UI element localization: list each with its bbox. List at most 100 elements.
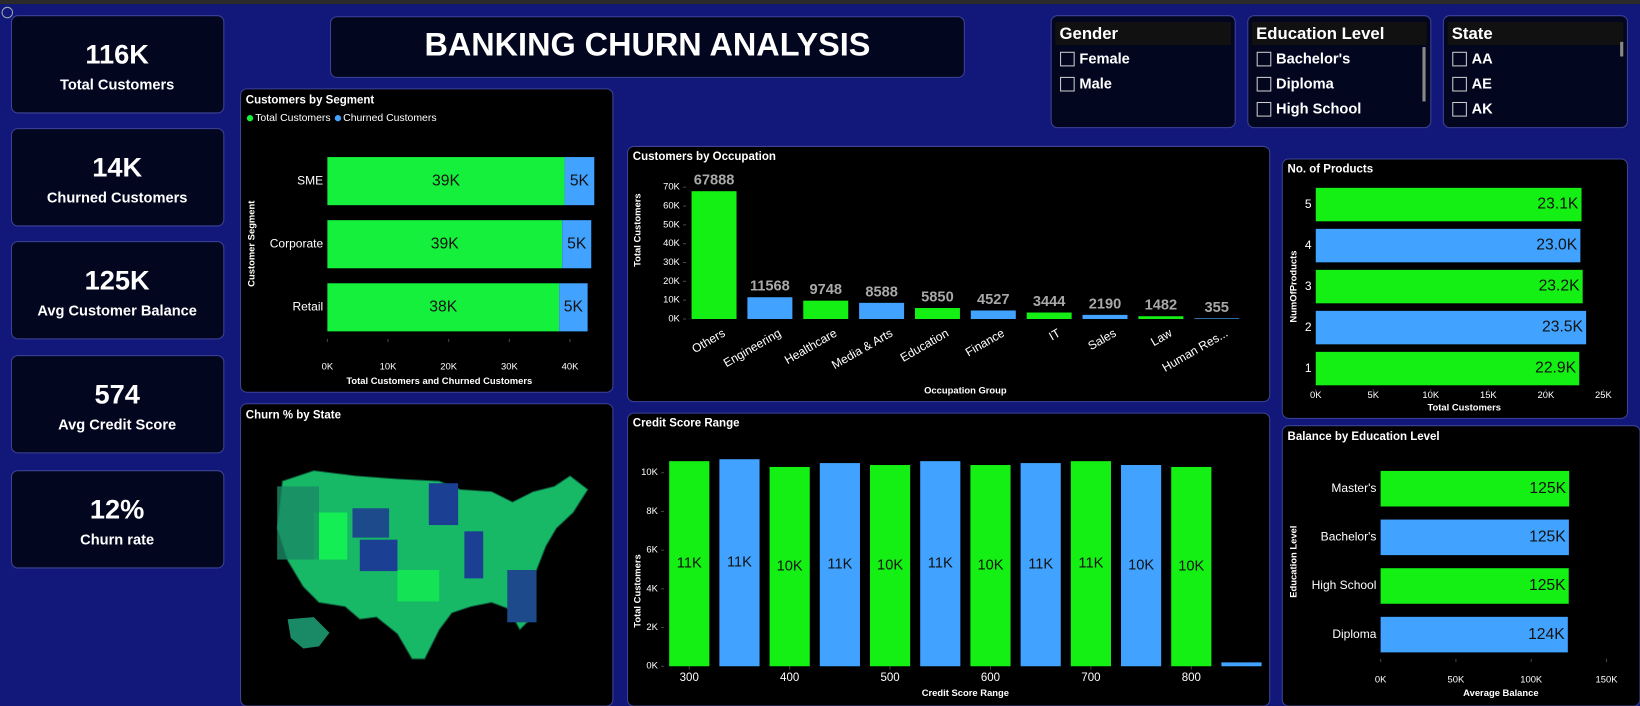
checkbox[interactable] xyxy=(1256,76,1272,92)
y-tick-label: 50K xyxy=(663,218,680,229)
data-label: 10K xyxy=(877,558,903,574)
kpi-card xyxy=(10,470,225,569)
bar xyxy=(719,459,760,667)
bar xyxy=(747,297,793,320)
chart-title: Customers by Occupation xyxy=(633,151,776,163)
chart-title: Churn % by State xyxy=(246,409,341,421)
y-axis-title: NumOfProducts xyxy=(1287,251,1298,323)
bar xyxy=(819,463,860,667)
x-tick-label: 20K xyxy=(440,361,457,372)
slicer-item[interactable]: High School xyxy=(1276,102,1361,118)
data-label: 3444 xyxy=(1033,294,1066,310)
bar xyxy=(1221,662,1262,667)
kpi-card xyxy=(10,15,225,114)
slicer-header xyxy=(1447,21,1624,45)
data-label: 125K xyxy=(1529,480,1566,497)
x-tick-label: 10K xyxy=(1422,389,1439,400)
scrollbar xyxy=(1620,41,1624,57)
x-axis-title: Total Customers xyxy=(1428,401,1502,412)
us-map xyxy=(276,470,589,660)
data-label: 125K xyxy=(1529,577,1566,594)
x-axis-title: Credit Score Range xyxy=(922,687,1009,698)
y-tick-label: 10K xyxy=(663,294,680,305)
bar xyxy=(1380,519,1569,556)
y-tick-label: Retail xyxy=(292,299,323,313)
slicer-item[interactable]: Female xyxy=(1079,51,1129,67)
y-tick-label: 8K xyxy=(646,505,658,516)
bar xyxy=(869,465,911,667)
y-tick-label: 30K xyxy=(663,256,680,267)
data-label: 11K xyxy=(727,555,752,571)
x-tick-label: 100K xyxy=(1520,673,1543,684)
slicer-item[interactable]: Male xyxy=(1079,77,1112,93)
data-label: 23.2K xyxy=(1539,278,1581,295)
x-tick-label: 25K xyxy=(1595,389,1612,400)
y-tick-label: Bachelor's xyxy=(1321,530,1377,544)
x-tick-label: 700 xyxy=(1081,672,1100,684)
x-tick-label: 5K xyxy=(1368,389,1380,400)
bar xyxy=(562,220,592,269)
y-tick-label: 40K xyxy=(663,237,680,248)
bar xyxy=(970,465,1011,667)
slicer-item[interactable]: AA xyxy=(1472,51,1494,67)
bar xyxy=(803,300,849,320)
checkbox[interactable] xyxy=(1452,51,1467,67)
bar xyxy=(327,157,565,206)
data-label: 23.5K xyxy=(1542,319,1584,336)
y-tick-label: 70K xyxy=(663,181,680,192)
kpi-card xyxy=(10,355,225,454)
kpi-label: Avg Credit Score xyxy=(58,418,176,434)
data-label: 355 xyxy=(1205,300,1229,316)
y-axis-title: Total Customers xyxy=(631,193,642,267)
x-axis-title: Total Customers and Churned Customers xyxy=(346,375,532,386)
checkbox[interactable] xyxy=(1060,76,1075,92)
data-label: 5K xyxy=(564,298,584,315)
chart-title: Credit Score Range xyxy=(633,418,740,430)
bar xyxy=(970,310,1016,320)
checkbox[interactable] xyxy=(1060,51,1075,67)
slicer-item[interactable]: Bachelor's xyxy=(1276,51,1350,67)
kpi-card xyxy=(10,128,225,227)
data-label: 124K xyxy=(1528,626,1565,643)
bar xyxy=(1070,461,1111,667)
dashboard-title: BANKING CHURN ANALYSIS xyxy=(424,27,870,63)
y-tick-label: Diploma xyxy=(1332,627,1376,641)
data-label: 39K xyxy=(432,172,460,189)
kpi-label: Churn rate xyxy=(80,533,154,549)
chart-title: Balance by Education Level xyxy=(1288,431,1440,443)
bar xyxy=(1315,228,1581,263)
y-tick-label: 0K xyxy=(646,660,658,671)
bar xyxy=(1171,466,1212,667)
checkbox[interactable] xyxy=(1256,51,1272,67)
slicer-item[interactable]: AK xyxy=(1472,102,1494,118)
kpi-label: Avg Customer Balance xyxy=(37,304,197,320)
bar xyxy=(1380,568,1569,604)
bar xyxy=(327,283,560,332)
bar xyxy=(914,307,960,320)
y-tick-label: 6K xyxy=(646,544,658,555)
x-tick-label: 800 xyxy=(1182,672,1201,684)
x-tick-label: 500 xyxy=(880,672,899,684)
data-label: 10K xyxy=(777,558,803,574)
data-label: 23.1K xyxy=(1537,196,1579,213)
data-label: 22.9K xyxy=(1535,360,1577,377)
bar xyxy=(669,461,710,667)
legend-swatch xyxy=(246,115,254,122)
bar xyxy=(559,283,588,332)
map-state xyxy=(313,512,348,560)
data-label: 4527 xyxy=(977,292,1010,308)
panel xyxy=(627,145,1271,403)
scrollbar xyxy=(1422,47,1426,102)
checkbox[interactable] xyxy=(1452,101,1467,117)
y-tick-label: 4K xyxy=(646,582,658,593)
x-tick-label: 600 xyxy=(981,672,1000,684)
slicer-item[interactable]: AE xyxy=(1472,77,1493,93)
bar xyxy=(859,302,905,320)
checkbox[interactable] xyxy=(1256,101,1272,117)
kpi-label: Churned Customers xyxy=(47,191,188,207)
back-button[interactable] xyxy=(1,6,14,19)
y-axis-title: Customer Segment xyxy=(246,200,257,287)
y-tick-label: Corporate xyxy=(270,236,324,250)
checkbox[interactable] xyxy=(1452,76,1467,92)
slicer-item[interactable]: Diploma xyxy=(1276,77,1335,93)
